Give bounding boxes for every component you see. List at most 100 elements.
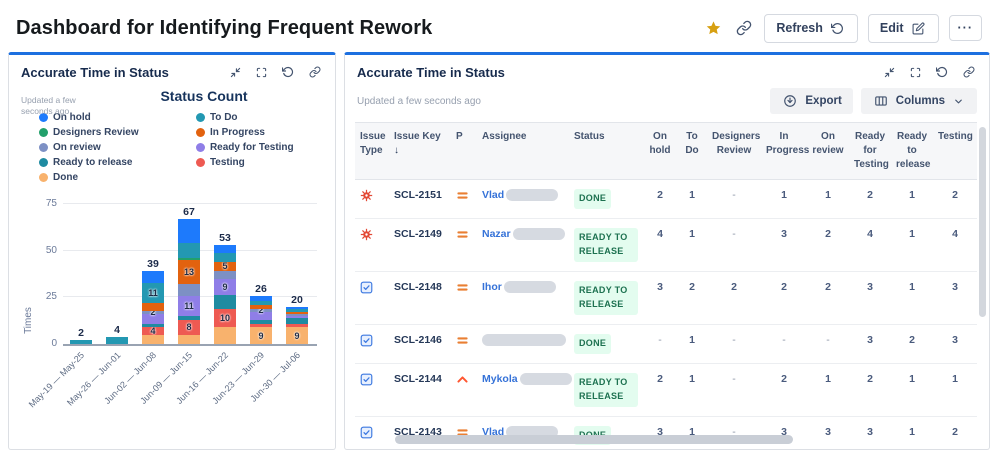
assignee-cell: Ihor <box>477 271 569 325</box>
link-icon[interactable] <box>307 64 323 80</box>
column-header-testing[interactable]: Testing <box>933 122 977 180</box>
column-header-in-progress[interactable]: In Progress <box>761 122 809 180</box>
assignee: Nazar <box>482 227 565 240</box>
legend-label: Done <box>53 171 78 183</box>
issue-type-cell <box>355 324 389 364</box>
share-link-icon[interactable] <box>734 18 754 38</box>
legend-item-to-do[interactable]: To Do <box>195 110 335 124</box>
column-header-p[interactable]: P <box>451 122 477 180</box>
reload-icon[interactable] <box>934 64 950 80</box>
column-header-assignee[interactable]: Assignee <box>477 122 569 180</box>
columns-button[interactable]: Columns <box>860 88 977 114</box>
legend-item-done[interactable]: Done <box>39 170 180 184</box>
legend-item-in-progress[interactable]: In Progress <box>195 125 335 139</box>
assignee-cell: Mykola <box>477 363 572 417</box>
legend-item-ready-for-testing[interactable]: Ready for Testing <box>195 140 335 154</box>
table-updated-text: Updated a few seconds ago <box>357 95 481 107</box>
chart-legend: On hold Designers Review On review Ready to… <box>39 110 335 184</box>
status-count-value: 2 <box>781 280 787 293</box>
edit-button[interactable]: Edit <box>867 13 939 43</box>
assignee: Mykola <box>482 372 572 385</box>
status-count-cell: 1 <box>677 324 707 364</box>
bar-segment-testing: 4 <box>142 326 164 335</box>
bar-segment-designers-review <box>178 258 200 261</box>
y-tick-label: 0 <box>51 338 57 349</box>
link-icon[interactable] <box>961 64 977 80</box>
bar-segment-in-progress <box>250 304 272 309</box>
bar-segment-to-do: 11 <box>142 282 164 304</box>
status-count-cell: - <box>707 324 761 364</box>
bar-segment-testing: 10 <box>214 308 236 328</box>
column-header-issue-key[interactable]: Issue Key ↓ <box>389 122 451 180</box>
priority-cell <box>451 416 477 449</box>
status-count-cell: 4 <box>933 218 977 272</box>
legend-item-testing[interactable]: Testing <box>195 155 335 169</box>
legend-item-ready-to-release[interactable]: Ready to release <box>39 155 180 169</box>
refresh-button[interactable]: Refresh <box>764 13 858 43</box>
priority-medium-icon <box>457 337 468 344</box>
bar-stack: 10 9 5 <box>214 245 236 344</box>
maximize-icon[interactable] <box>254 65 269 80</box>
status-badge: READY TO RELEASE <box>574 280 638 315</box>
bar: 67 8 11 13 <box>171 206 207 344</box>
table-row[interactable]: SCL-2151 Vlad DONE 2 1 - 1 1 2 1 2 <box>355 179 977 219</box>
status-cell: DONE <box>569 416 643 449</box>
redacted-name <box>506 189 559 201</box>
column-header-designers-review[interactable]: Designers Review <box>707 122 761 180</box>
status-count-cell: 3 <box>933 324 977 364</box>
horizontal-scrollbar[interactable] <box>395 435 793 444</box>
columns-button-label: Columns <box>895 95 945 107</box>
column-header-ready-for-testing[interactable]: Ready for Testing <box>849 122 891 180</box>
assignee-link[interactable]: Vlad <box>482 425 505 438</box>
table-row[interactable]: SCL-2148 Ihor READY TO RELEASE 3 2 2 2 2 3 1 3 <box>355 271 977 325</box>
assignee-link[interactable]: Ihor <box>482 280 502 293</box>
table-row[interactable]: SCL-2144 Mykola READY TO RELEASE 2 1 - 2 1 2 1 1 <box>355 363 977 417</box>
column-header-issue-type[interactable]: Issue Type <box>355 122 389 180</box>
issues-table: Issue Type Issue Key ↓ P Assignee Status On h… <box>355 122 977 449</box>
more-options-button[interactable]: ··· <box>948 15 982 41</box>
column-header-status[interactable]: Status <box>569 122 643 180</box>
column-header-on-hold[interactable]: On hold <box>643 122 677 180</box>
status-count-cell: 3 <box>849 324 891 364</box>
status-count-cell: 3 <box>849 416 891 449</box>
maximize-icon[interactable] <box>908 65 923 80</box>
status-count-cell: 1 <box>807 363 849 417</box>
table-row[interactable]: SCL-2146 DONE - 1 - - - 3 2 3 <box>355 324 977 364</box>
assignee-link[interactable]: Mykola <box>482 372 518 385</box>
legend-item-on-hold[interactable]: On hold <box>39 110 180 124</box>
table-panel-title: Accurate Time in Status <box>357 64 505 80</box>
task-icon <box>360 334 373 347</box>
status-count-value: 2 <box>952 425 958 438</box>
reload-icon[interactable] <box>280 64 296 80</box>
priority-cell <box>451 218 477 272</box>
bar-segment-ready-to-release <box>250 319 272 324</box>
status-count-value: 2 <box>825 227 831 240</box>
priority-medium-icon <box>457 284 468 291</box>
assignee-link[interactable]: Vlad <box>482 189 505 201</box>
column-header-on-review[interactable]: On review <box>807 122 849 180</box>
status-count-value: 1 <box>909 227 915 240</box>
bar-segment-on-hold <box>178 219 200 244</box>
bar: 53 10 9 5 <box>207 232 243 344</box>
favorite-star-icon[interactable] <box>703 18 724 39</box>
vertical-scrollbar[interactable] <box>979 127 986 317</box>
bug-icon <box>360 189 373 202</box>
bar: 2 <box>63 327 99 344</box>
assignee-link[interactable]: Nazar <box>482 227 511 240</box>
x-axis-label: Jun-30 — Jul-06 <box>249 346 315 434</box>
legend-item-on-review[interactable]: On review <box>39 140 180 154</box>
status-count-cell: 1 <box>891 218 933 272</box>
bar-segment-done: 9 <box>250 327 272 344</box>
status-count-cell: 1 <box>677 179 707 219</box>
minimize-icon[interactable] <box>228 65 243 80</box>
legend-label: On hold <box>53 111 91 123</box>
export-button[interactable]: Export <box>770 88 853 114</box>
table-row[interactable]: SCL-2143 Vlad DONE 3 1 - 3 3 3 1 2 <box>355 416 977 449</box>
status-count-value: 1 <box>909 372 915 385</box>
column-header-to-do[interactable]: To Do <box>677 122 707 180</box>
column-header-ready-to-release[interactable]: Ready to release <box>891 122 933 180</box>
minimize-icon[interactable] <box>882 65 897 80</box>
table-row[interactable]: SCL-2149 Nazar READY TO RELEASE 4 1 - 3 2 4 1 4 <box>355 218 977 272</box>
legend-item-designers-review[interactable]: Designers Review <box>39 125 180 139</box>
status-count-cell: 1 <box>677 363 707 417</box>
